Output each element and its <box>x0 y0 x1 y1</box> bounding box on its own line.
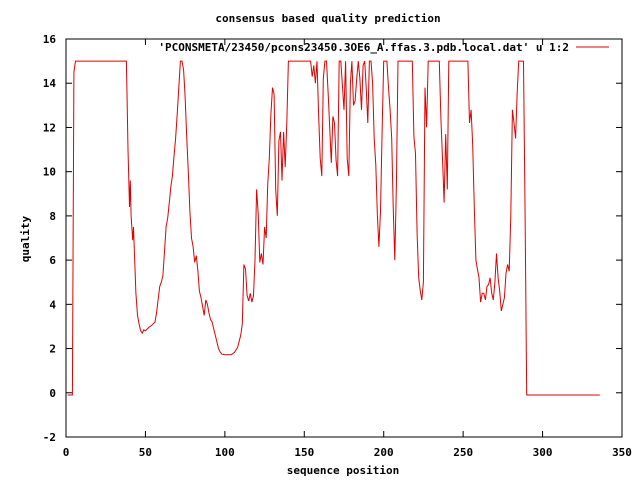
x-tick-label: 200 <box>374 446 394 459</box>
x-tick-label: 350 <box>612 446 632 459</box>
legend-entry-label: 'PCONSMETA/23450/pcons23450.3OE6_A.ffas.… <box>158 41 569 54</box>
series-line-0 <box>67 60 600 396</box>
y-axis-label: quality <box>19 215 32 262</box>
y-tick-label: 8 <box>49 210 56 223</box>
y-tick-label: 14 <box>43 77 57 90</box>
x-tick-label: 0 <box>63 446 70 459</box>
y-tick-label: 6 <box>49 254 56 267</box>
chart-title: consensus based quality prediction <box>215 12 440 25</box>
series-layer <box>67 60 600 396</box>
x-axis-label: sequence position <box>287 464 400 477</box>
x-tick-label: 150 <box>294 446 314 459</box>
x-tick-label: 50 <box>139 446 152 459</box>
plot-frame <box>65 38 623 438</box>
y-tick-label: 4 <box>49 298 56 311</box>
y-tick-label: 16 <box>43 33 57 46</box>
y-tick-label: 12 <box>43 121 56 134</box>
y-tick-label: 10 <box>43 166 56 179</box>
y-tick-label: 2 <box>49 343 56 356</box>
legend: 'PCONSMETA/23450/pcons23450.3OE6_A.ffas.… <box>158 41 609 54</box>
y-tick-label: 0 <box>49 387 56 400</box>
y-tick-label: -2 <box>43 431 56 444</box>
x-tick-label: 250 <box>453 446 473 459</box>
axis-ticks: 0 50 100 150 200 250 300 350 -2 0 2 4 6 8 10 12 14 16 <box>43 33 632 459</box>
x-tick-label: 300 <box>533 446 553 459</box>
x-tick-label: 100 <box>215 446 235 459</box>
